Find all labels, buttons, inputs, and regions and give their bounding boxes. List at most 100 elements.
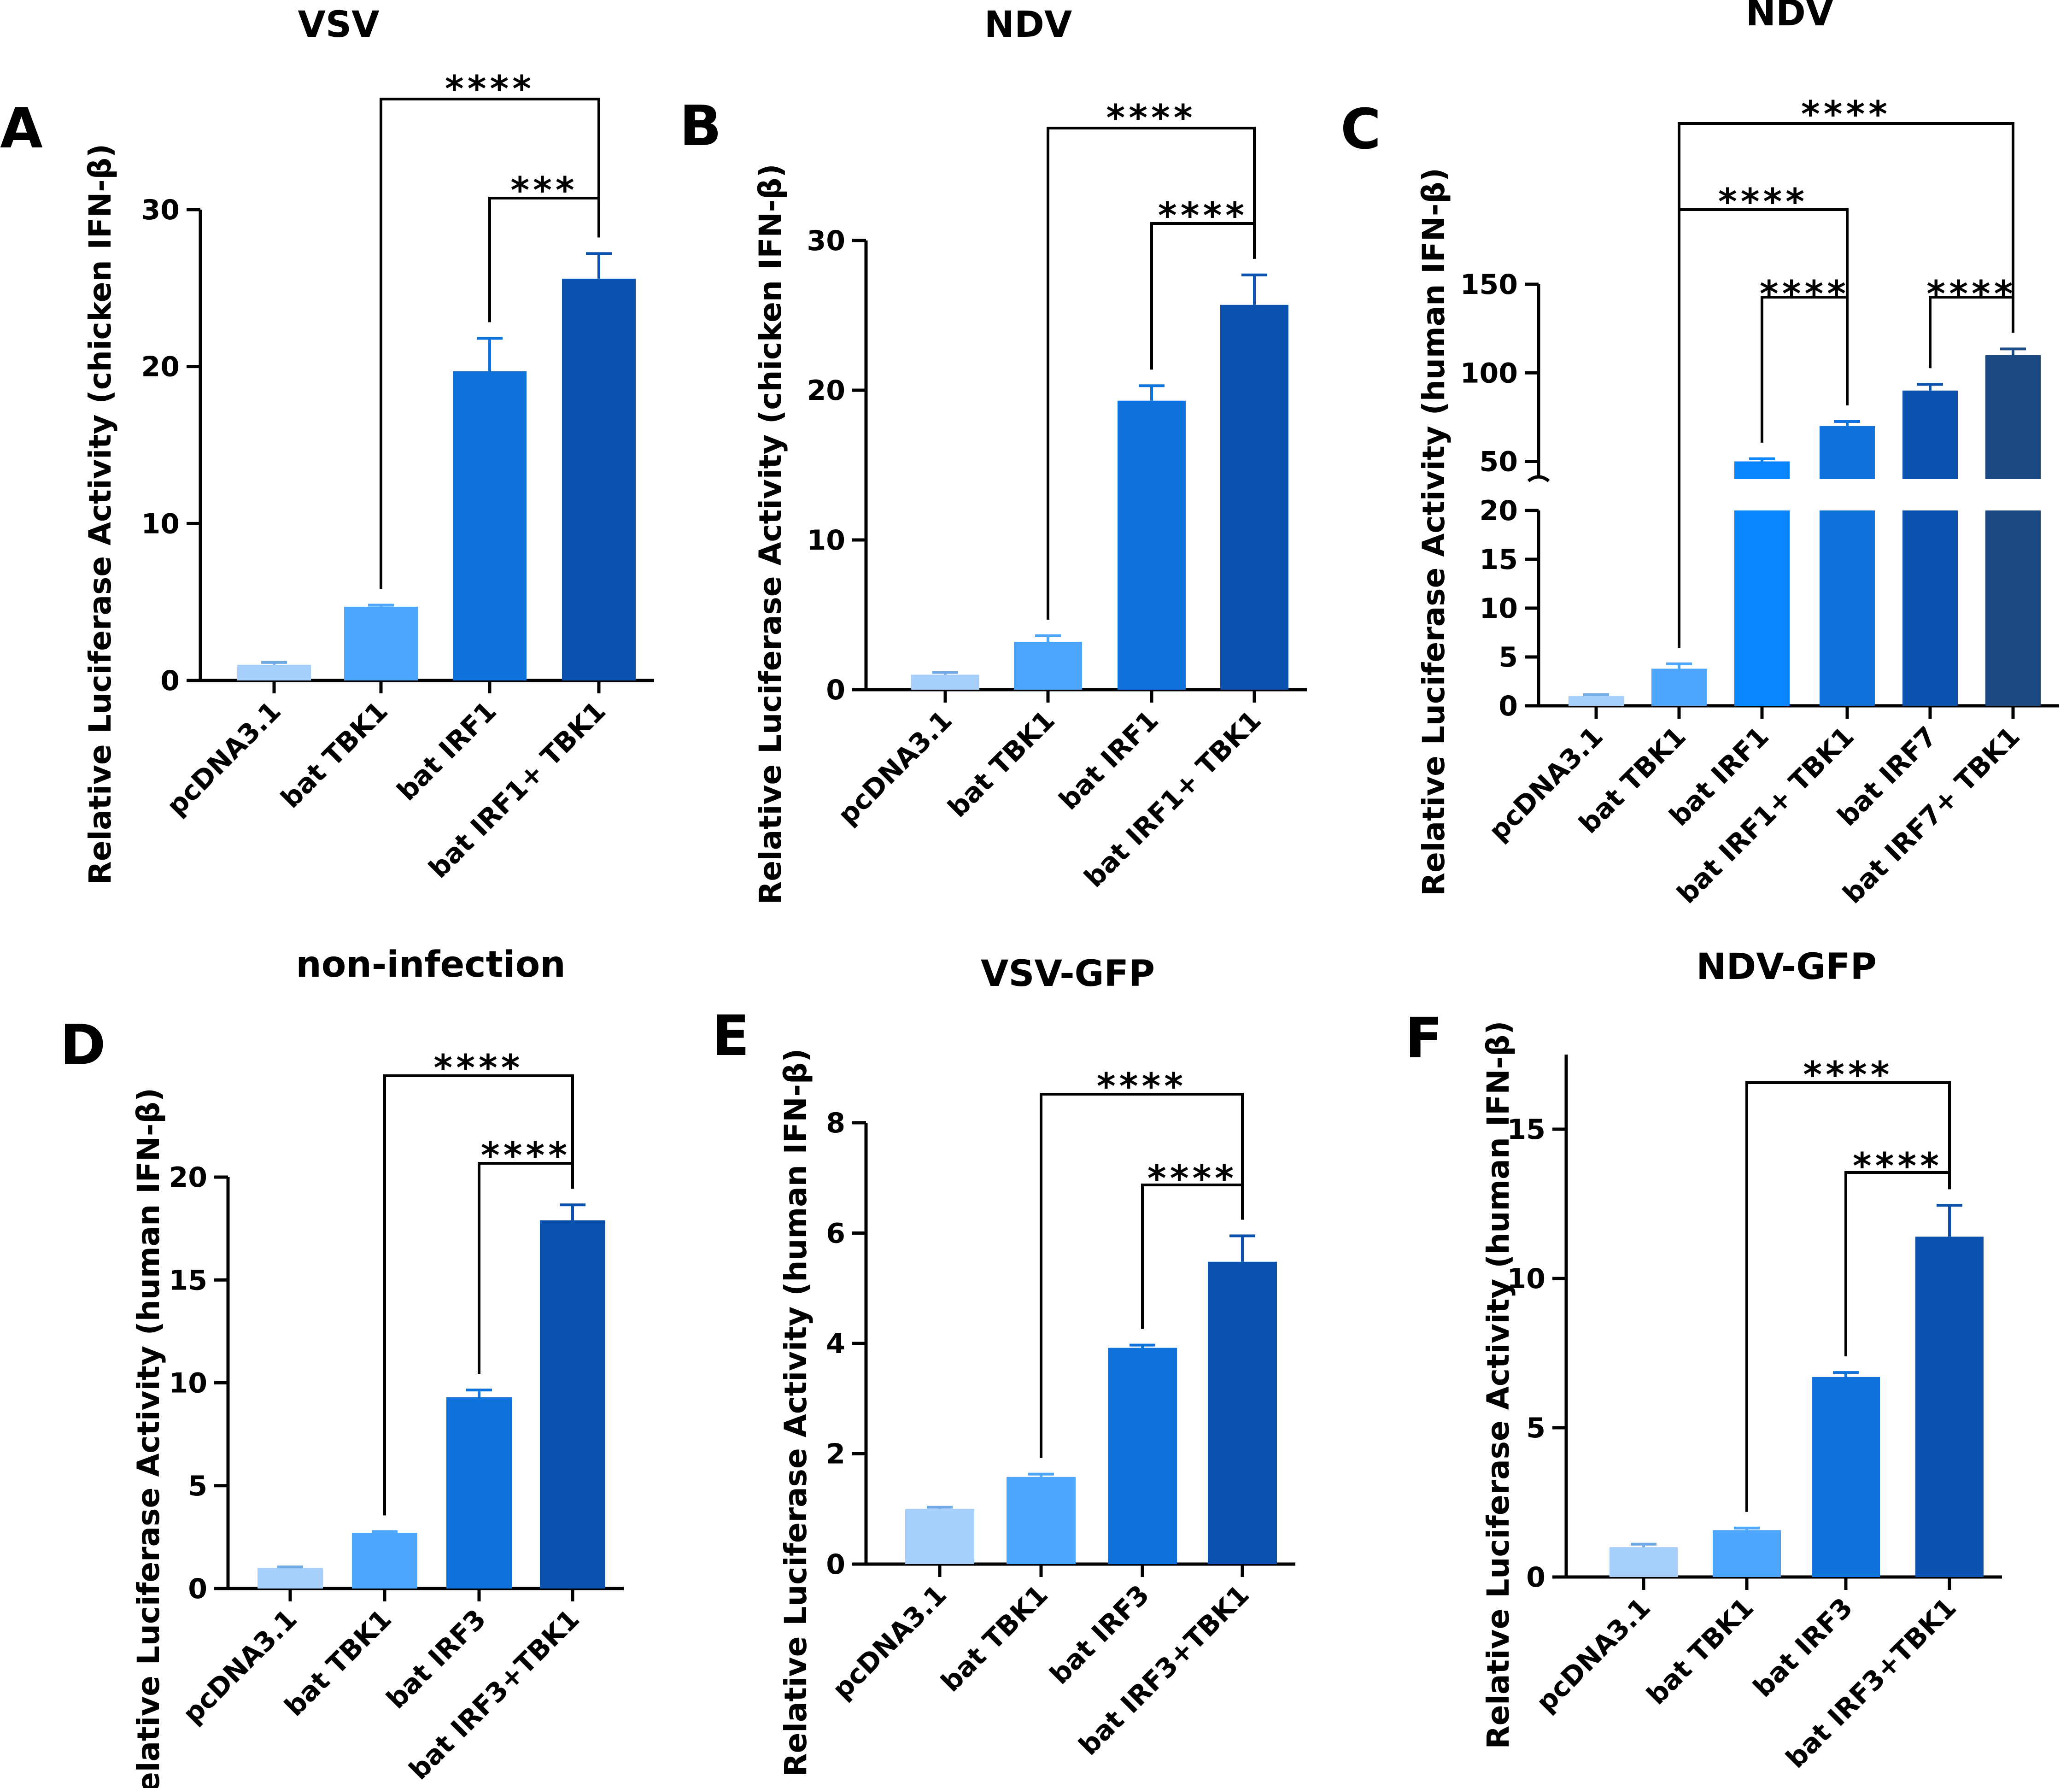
panel-f-error-bar [1833, 1371, 1859, 1377]
panel-a-ytick-label: 30 [141, 194, 180, 226]
panel-c-significance-label: **** [1801, 94, 1891, 135]
panel-b-letter: B [679, 94, 721, 158]
panel-f-significance-bracket [1745, 1081, 1951, 1512]
panel-b-bar [1118, 400, 1186, 690]
panel-f-bar [1610, 1547, 1678, 1577]
panel-e-bar [905, 1509, 974, 1564]
panel-e-bar [1208, 1261, 1277, 1564]
panel-f-category-label: bat IRF3 [1747, 1592, 1859, 1703]
panel-b-significance-bracket [1150, 222, 1256, 370]
panel-c-error-bar [1583, 693, 1609, 696]
panel-b-error-bar [932, 671, 958, 675]
panel-d-error-bar [560, 1203, 585, 1220]
panel-e-ylabel: Relative Luciferase Activity (human IFN-… [778, 1049, 814, 1777]
panel-a-category-label: pcDNA3.1 [160, 695, 287, 822]
panel-f-error-bar [1631, 1542, 1656, 1548]
panel-d-bar [446, 1397, 512, 1589]
panel-d-error-bar [277, 1565, 303, 1569]
panel-c-significance-label: **** [1760, 274, 1850, 315]
panel-d-ytick-label: 5 [188, 1470, 207, 1502]
panel-f-category-label: bat TBK1 [1640, 1592, 1760, 1711]
panel-e-category-label: pcDNA3.1 [826, 1579, 953, 1706]
panel-f-bar [1915, 1237, 1984, 1577]
panel-a-letter: A [0, 97, 43, 161]
panel-a-error-bar [261, 661, 287, 665]
panel-d-ytick-label: 15 [169, 1264, 208, 1296]
panel-b: B NDV Relative Luciferase Activity (chicke… [679, 4, 1307, 905]
panel-b-ytick-label: 10 [807, 524, 846, 557]
panel-f-ytick-label: 15 [1507, 1114, 1546, 1146]
panel-d-significance-bracket [383, 1074, 574, 1516]
panel-c-significance-bracket [1761, 296, 1849, 443]
panel-e-error-bar [1028, 1472, 1054, 1477]
panel-d-significance-bracket [478, 1162, 574, 1374]
panel-f-significance-label: **** [1853, 1146, 1943, 1187]
panel-b-significance-label: **** [1106, 98, 1196, 139]
panel-d-bar [540, 1220, 605, 1589]
panel-e-ytick-label: 8 [826, 1107, 845, 1139]
panel-b-error-bar [1035, 634, 1061, 642]
panel-c-axis-break [1527, 475, 1550, 482]
panel-c-bar [1651, 668, 1707, 706]
panel-a-significance-bracket [488, 197, 600, 322]
panel-c-ytick-label-upper: 50 [1480, 446, 1518, 478]
panel-d-letter: D [60, 1014, 106, 1078]
panel-e-significance-label: **** [1097, 1066, 1187, 1108]
panel-a-error-bar [586, 252, 612, 279]
panel-b-bar [1014, 642, 1082, 690]
panel-c-bar-upper [1820, 426, 1875, 479]
panel-d-title: non-infection [296, 944, 566, 985]
panel-d-category-label: pcDNA3.1 [176, 1603, 303, 1730]
panel-a-bar [344, 606, 418, 680]
panel-a-category-label: bat IRF1 [391, 695, 503, 807]
panel-e-significance-label: **** [1147, 1158, 1237, 1200]
panel-f-significance-label: **** [1803, 1055, 1893, 1096]
panel-e-category-label: bat IRF3+TBK1 [1073, 1579, 1255, 1761]
panel-e-ytick-label: 6 [826, 1218, 845, 1250]
panel-c-bar-lower [1734, 510, 1790, 706]
panel-d-error-bar [466, 1389, 492, 1397]
panel-a-bar [237, 664, 311, 680]
panel-b-title: NDV [984, 4, 1072, 46]
panel-a-ytick-label: 10 [141, 508, 180, 540]
panel-d-ytick-label: 20 [169, 1161, 208, 1194]
panel-b-significance-label: **** [1158, 195, 1248, 237]
panel-d-significance-label: **** [481, 1135, 571, 1177]
panel-c-ytick-label-upper: 150 [1460, 269, 1518, 301]
panel-a-title: VSV [298, 4, 380, 46]
panel-a-bar [453, 371, 527, 680]
panel-f-category-label: pcDNA3.1 [1530, 1592, 1656, 1718]
panel-e-ytick-label: 4 [826, 1328, 845, 1360]
panel-c-significance-label: **** [1926, 274, 2016, 315]
panel-f-ytick-label: 5 [1526, 1412, 1545, 1444]
panel-b-category-label: bat IRF1 [1053, 704, 1165, 816]
panel-e-title: VSV-GFP [981, 953, 1155, 995]
panel-a-bar [562, 278, 636, 680]
panel-b-significance-bracket [1047, 127, 1256, 620]
panel-c-ytick-label-lower: 5 [1498, 641, 1518, 674]
panel-a-ytick-label: 0 [160, 665, 180, 697]
panel-f-bar [1713, 1530, 1781, 1577]
panel-c-bar [1569, 696, 1624, 706]
panel-f: F NDV-GFP Relative Luciferase Activity (hu… [1405, 946, 2002, 1774]
panel-e-significance-bracket [1040, 1093, 1244, 1458]
panel-f-error-bar [1937, 1204, 1962, 1237]
panel-b-bar [1220, 305, 1288, 690]
panel-d-bar [258, 1568, 323, 1589]
panel-f-bar [1812, 1377, 1880, 1577]
panel-f-ytick-label: 10 [1507, 1263, 1546, 1295]
panel-e-bar [1108, 1348, 1177, 1564]
panel-a-category-label: bat IRF1+ TBK1 [422, 695, 612, 885]
panel-d-category-label: bat IRF3+TBK1 [403, 1603, 585, 1786]
panel-e-error-bar [1130, 1343, 1155, 1348]
panel-c-error-bar [1834, 420, 1860, 426]
panel-e-significance-bracket [1141, 1184, 1244, 1329]
panel-f-letter: F [1405, 1007, 1443, 1071]
panel-f-ylabel: Relative Luciferase Activity (human IFN-… [1481, 1021, 1516, 1749]
panel-b-ylabel: Relative Luciferase Activity (chicken IF… [753, 164, 788, 904]
panel-f-category-label: bat IRF3+TBK1 [1780, 1592, 1962, 1774]
panel-c-error-bar [1917, 383, 1943, 391]
panel-f-error-bar [1734, 1526, 1760, 1530]
